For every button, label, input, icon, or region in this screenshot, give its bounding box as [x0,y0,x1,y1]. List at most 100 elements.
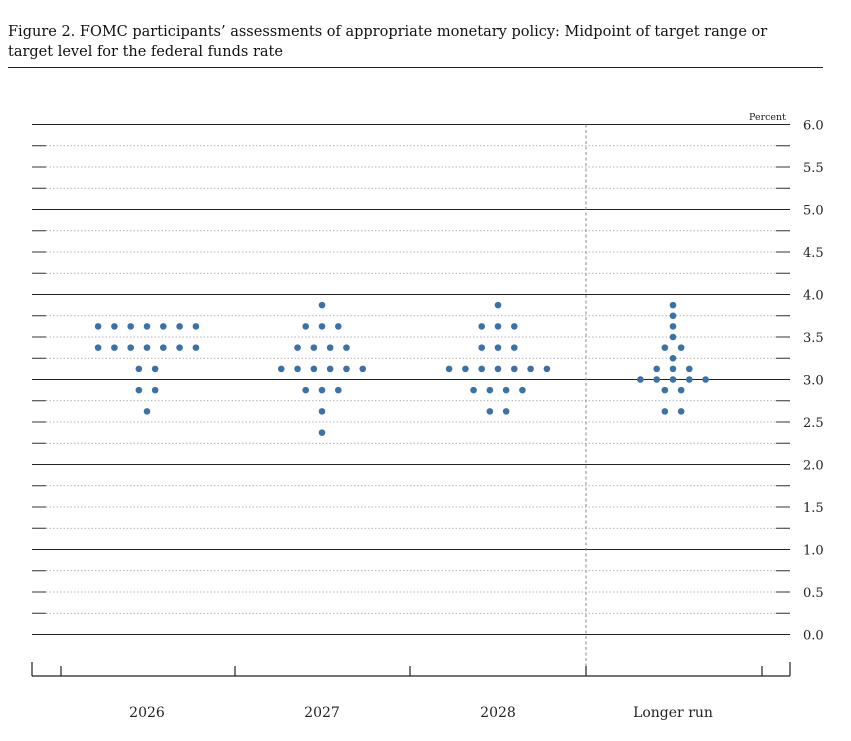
y-tick-label: 0.5 [803,586,824,601]
y-tick-label: 4.5 [803,246,824,261]
unit-label: Percent [749,112,786,123]
data-dot [669,323,677,330]
data-dot [318,408,326,415]
data-dot [478,344,486,351]
data-dot [653,365,660,373]
y-tick-label: 2.5 [803,416,824,431]
data-dot [494,301,502,309]
data-dot [637,376,644,383]
data-dot [151,365,159,373]
data-dot [176,344,183,351]
data-dot [135,386,143,394]
data-dot [686,365,693,373]
data-dot [310,344,318,351]
x-category-label: 2026 [129,705,165,721]
data-dots [94,301,709,436]
axes [31,662,791,677]
data-dot [661,344,669,351]
y-tick-label: 3.5 [803,331,824,346]
data-dot [335,323,342,330]
y-tick-label: 1.0 [803,544,824,559]
data-dot [445,365,453,373]
data-dot [462,365,469,373]
data-dot [94,323,102,330]
data-dot [527,365,534,373]
data-dot [343,365,350,373]
data-dot [669,365,677,373]
y-tick-label: 6.0 [803,119,824,134]
data-dot [359,365,367,373]
data-dot [669,376,677,383]
data-dot [94,344,102,351]
data-dot [669,301,677,309]
data-dot [511,323,518,330]
data-dot [653,376,660,383]
figure-title: Figure 2. FOMC participants’ assessments… [8,24,768,60]
data-dot [143,408,151,415]
data-dot [343,344,350,351]
data-dot [494,344,502,351]
y-tick-label: 3.0 [803,374,824,389]
data-dot [302,323,310,330]
data-dot [470,386,477,394]
data-dot [176,323,183,330]
data-dot [502,386,510,394]
data-dot [486,408,494,415]
data-dot [677,408,685,415]
data-dot [326,344,334,351]
data-dot [302,386,310,394]
data-dot [111,323,118,330]
data-dot [160,323,167,330]
y-tick-label: 5.0 [803,204,824,219]
y-tick-label: 4.0 [803,289,824,304]
x-category-label: 2028 [480,705,516,721]
data-dot [669,312,677,320]
data-dot [669,333,677,341]
y-tick-label: 0.0 [803,629,824,644]
data-dot [294,365,301,373]
data-dot [135,365,143,373]
data-dot [511,365,518,373]
data-dot [318,301,326,309]
y-tick-label: 2.0 [803,459,824,474]
data-dot [127,323,134,330]
data-dot [318,386,326,394]
data-dot [326,365,334,373]
data-dot [151,386,159,394]
x-category-label: 2027 [304,705,340,721]
y-tick-label: 5.5 [803,161,824,176]
data-dot [478,365,486,373]
data-dot [661,408,669,415]
data-dot [277,365,285,373]
y-tick-label: 1.5 [803,501,824,516]
data-dot [543,365,551,373]
data-dot [502,408,510,415]
data-dot [677,386,685,394]
data-dot [702,376,709,383]
data-dot [127,344,134,351]
data-dot [478,323,486,330]
data-dot [686,376,693,383]
data-dot [192,344,200,351]
x-category-label: Longer run [633,705,713,721]
axis-labels: 6.0 5.5 5.0 4.5 4.0 3.5 3.0 2.5 2.0 1.5 1.0 0.5 0.0 P… [129,112,824,721]
data-dot [486,386,494,394]
data-dot [294,344,301,351]
data-dot [160,344,167,351]
data-dot [494,365,502,373]
data-dot [310,365,318,373]
data-dot [192,323,200,330]
data-dot [511,344,518,351]
data-dot [494,323,502,330]
data-dot [519,386,526,394]
data-dot [669,354,677,362]
data-dot [335,386,342,394]
title-rule [8,67,823,68]
data-dot [143,323,151,330]
grid-lines [32,124,790,676]
data-dot [318,323,326,330]
data-dot [143,344,151,351]
data-dot [318,429,326,436]
data-dot [661,386,669,394]
